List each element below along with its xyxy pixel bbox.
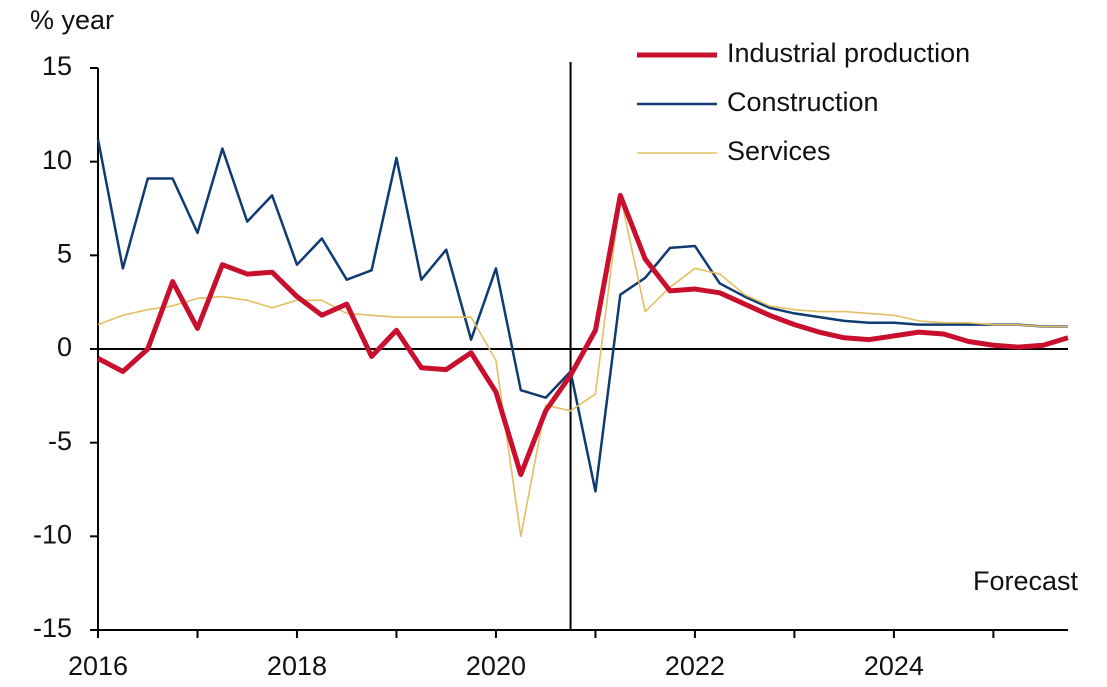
y-axis-label: % year	[30, 5, 114, 35]
y-tick-label: -10	[33, 519, 72, 549]
x-tick-label: 2016	[68, 651, 128, 681]
y-tick-label: -15	[33, 613, 72, 643]
legend-label: Industrial production	[727, 38, 970, 68]
annotation: Forecast	[973, 566, 1079, 596]
y-tick-label: 10	[42, 145, 72, 175]
y-tick-label: 15	[42, 51, 72, 81]
x-tick-label: 2020	[466, 651, 526, 681]
legend-label: Services	[727, 136, 831, 166]
series-line	[96, 138, 1068, 493]
y-tick-label: 0	[57, 332, 72, 362]
x-tick-label: 2024	[864, 651, 924, 681]
x-tick-label: 2018	[267, 651, 327, 681]
y-tick-label: 5	[57, 238, 72, 268]
legend-label: Construction	[727, 87, 879, 117]
series-line	[97, 194, 1068, 538]
series-line	[96, 192, 1069, 478]
x-tick-label: 2022	[665, 651, 725, 681]
y-tick-label: -5	[48, 426, 72, 456]
